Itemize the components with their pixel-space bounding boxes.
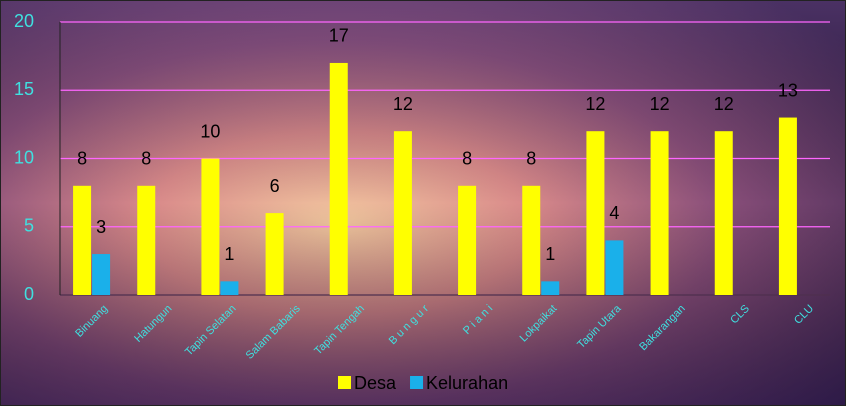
legend-label: Desa — [354, 373, 397, 393]
y-tick-label: 0 — [24, 284, 34, 304]
bar — [92, 254, 111, 295]
bar — [329, 62, 348, 296]
data-label: 8 — [141, 149, 151, 169]
bar — [650, 131, 669, 295]
data-label: 1 — [545, 244, 555, 264]
bar — [265, 213, 284, 295]
bar — [220, 281, 239, 295]
bar — [605, 240, 624, 295]
bar — [586, 131, 605, 295]
bar — [778, 117, 797, 295]
data-label: 12 — [585, 94, 605, 114]
legend-swatch — [338, 376, 351, 389]
data-label: 4 — [609, 203, 619, 223]
bar — [393, 131, 412, 295]
data-label: 8 — [77, 149, 87, 169]
legend-swatch — [410, 376, 424, 389]
bar — [714, 131, 733, 295]
data-label: 8 — [526, 149, 536, 169]
data-label: 12 — [393, 94, 413, 114]
y-tick-label: 10 — [14, 147, 34, 167]
legend-label: Kelurahan — [426, 373, 508, 393]
bar — [137, 185, 156, 295]
data-label: 12 — [650, 94, 670, 114]
data-label: 10 — [200, 121, 220, 141]
y-tick-label: 20 — [14, 11, 34, 31]
bar — [458, 185, 477, 295]
data-label: 3 — [96, 217, 106, 237]
data-label: 1 — [224, 244, 234, 264]
bar — [201, 158, 220, 295]
data-label: 17 — [329, 26, 349, 46]
bar — [73, 185, 92, 295]
data-label: 6 — [270, 176, 280, 196]
bar — [522, 185, 541, 295]
y-tick-label: 15 — [14, 79, 34, 99]
y-tick-label: 5 — [24, 216, 34, 236]
data-label: 12 — [714, 94, 734, 114]
bar — [541, 281, 560, 295]
data-label: 13 — [778, 80, 798, 100]
data-label: 8 — [462, 149, 472, 169]
